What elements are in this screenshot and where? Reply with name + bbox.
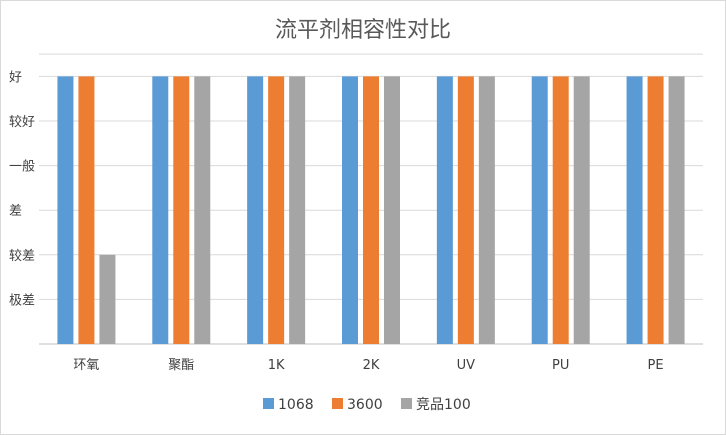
bar-竞品100-1K	[289, 76, 306, 345]
bar-3600-聚酯	[173, 76, 190, 345]
legend: 1068 3600 竞品100	[263, 396, 471, 413]
bar-竞品100-PU	[573, 76, 590, 345]
bar-1068-聚酯	[152, 76, 169, 345]
x-tick-labels: 环氧 聚酯 1K 2K UV PU PE	[73, 358, 663, 373]
y-tick-label: 一般	[9, 159, 35, 175]
bar-1068-PE	[626, 76, 643, 345]
bar-竞品100-聚酯	[194, 76, 211, 345]
x-tick-label: 聚酯	[168, 358, 194, 373]
y-tick-labels: 极差 较差 差 一般 较好 好	[9, 70, 35, 308]
legend-swatch	[263, 398, 274, 409]
x-tick-label: PU	[552, 358, 569, 373]
legend-label: 1068	[278, 397, 314, 413]
bar-3600-PE	[647, 76, 664, 345]
chart-title: 流平剂相容性对比	[275, 18, 451, 43]
bar-3600-1K	[268, 76, 285, 345]
y-tick-label: 差	[9, 204, 22, 219]
y-tick-label: 极差	[9, 293, 35, 308]
bar-竞品100-UV	[478, 76, 495, 345]
legend-label: 3600	[347, 397, 383, 413]
bar-3600-PU	[552, 76, 569, 345]
bars-layer	[57, 76, 685, 345]
x-tick-label: 2K	[363, 358, 380, 373]
bar-1068-UV	[436, 76, 453, 345]
x-tick-label: 环氧	[73, 358, 99, 373]
legend-label: 竞品100	[416, 396, 471, 413]
bar-1068-1K	[247, 76, 264, 345]
y-tick-label: 好	[9, 70, 22, 85]
y-tick-label: 较好	[9, 115, 35, 130]
bar-1068-2K	[342, 76, 358, 345]
legend-swatch	[401, 398, 412, 409]
legend-swatch	[332, 398, 343, 409]
bar-竞品100-PE	[668, 76, 685, 345]
bar-1068-PU	[531, 76, 548, 345]
x-tick-label: 1K	[268, 358, 285, 373]
bar-竞品100-环氧	[99, 254, 116, 344]
bar-1068-环氧	[57, 76, 74, 345]
bar-3600-环氧	[78, 76, 95, 345]
bar-3600-2K	[363, 76, 379, 345]
bar-竞品100-2K	[384, 76, 400, 345]
x-tick-label: PE	[648, 358, 664, 373]
bar-3600-UV	[457, 76, 474, 345]
y-tick-label: 较差	[9, 249, 35, 264]
x-tick-label: UV	[457, 358, 476, 373]
